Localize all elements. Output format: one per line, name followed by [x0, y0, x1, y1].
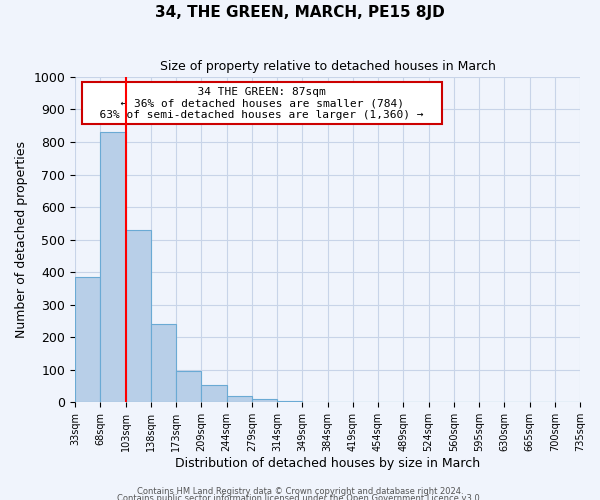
Bar: [125, 230, 151, 402]
X-axis label: Distribution of detached houses by size in March: Distribution of detached houses by size …: [175, 457, 480, 470]
Bar: [75, 277, 100, 402]
Bar: [151, 324, 176, 402]
Text: Contains HM Land Registry data © Crown copyright and database right 2024.: Contains HM Land Registry data © Crown c…: [137, 487, 463, 496]
Y-axis label: Number of detached properties: Number of detached properties: [15, 141, 28, 338]
Text: 34, THE GREEN, MARCH, PE15 8JD: 34, THE GREEN, MARCH, PE15 8JD: [155, 5, 445, 20]
Title: Size of property relative to detached houses in March: Size of property relative to detached ho…: [160, 60, 496, 73]
Bar: [100, 132, 125, 402]
Text: 34 THE GREEN: 87sqm  
  ← 36% of detached houses are smaller (784)  
  63% of se: 34 THE GREEN: 87sqm ← 36% of detached ho…: [86, 86, 437, 120]
Bar: [176, 372, 202, 402]
Bar: [277, 400, 302, 402]
Bar: [202, 386, 227, 402]
Bar: [252, 399, 277, 402]
Bar: [227, 396, 252, 402]
Text: Contains public sector information licensed under the Open Government Licence v3: Contains public sector information licen…: [118, 494, 482, 500]
